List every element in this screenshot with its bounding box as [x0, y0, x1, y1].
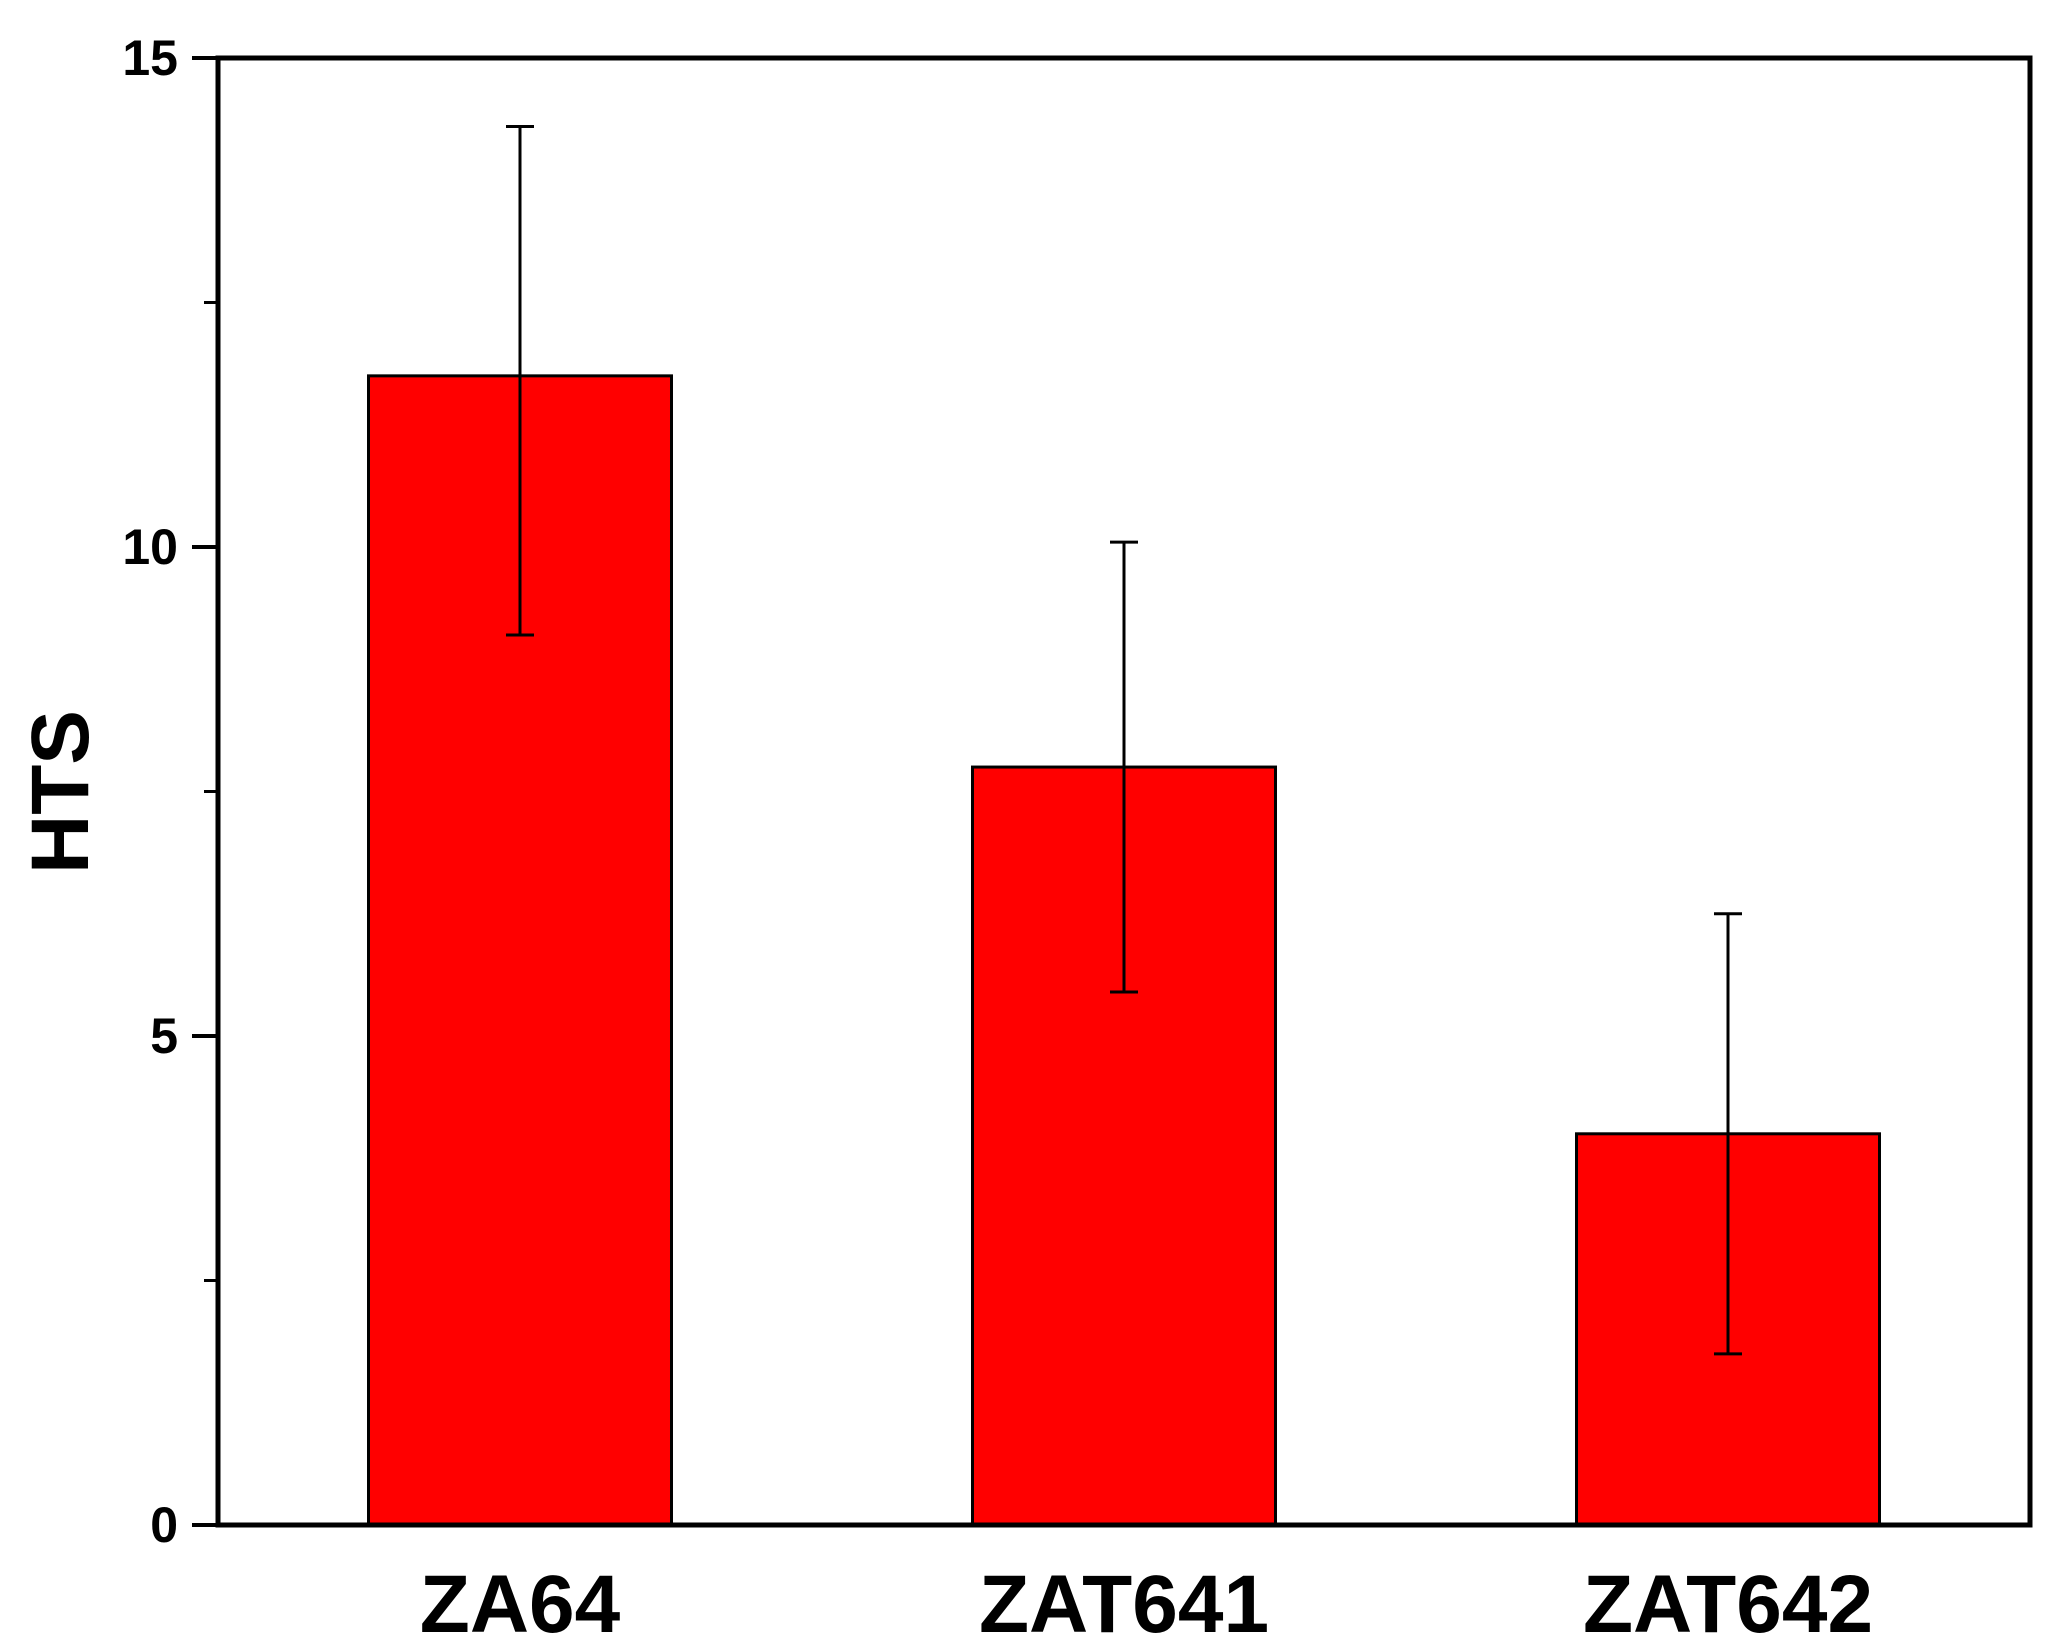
y-axis-title: HTS	[15, 710, 106, 874]
y-tick-label: 0	[150, 1497, 178, 1553]
y-tick-label: 5	[150, 1008, 178, 1064]
x-tick-label: ZAT642	[1583, 1559, 1873, 1650]
error-bars-layer	[506, 124, 1742, 1356]
error-bar-zat642	[1714, 912, 1742, 1356]
y-axis: 0 5 10 15	[122, 30, 218, 1553]
x-tick-label: ZA64	[420, 1559, 621, 1650]
error-bar-zat641	[1110, 540, 1138, 994]
x-tick-label: ZAT641	[979, 1559, 1269, 1650]
y-tick-label: 15	[122, 30, 178, 86]
y-tick-label: 10	[122, 519, 178, 575]
error-bar-za64	[506, 124, 534, 637]
x-axis: ZA64 ZAT641 ZAT642	[420, 1559, 1873, 1650]
